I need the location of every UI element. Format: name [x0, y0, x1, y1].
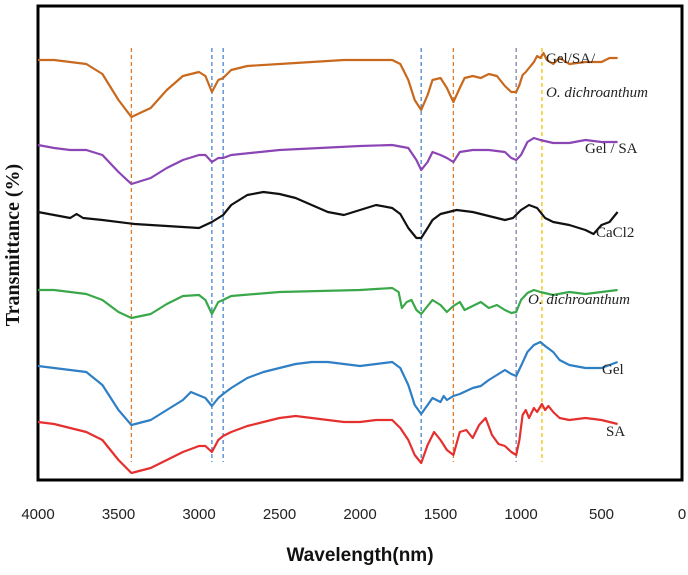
x-tick-label-1: 3500 [102, 506, 135, 523]
series-label-2-0: CaCl2 [596, 225, 634, 241]
x-tick-label-6: 1000 [504, 506, 537, 523]
series-label-0-0: Gel/SA/ [546, 51, 596, 67]
series-labels: Gel/SA/O. dichroanthum Gel / SA CaCl2 O. di… [528, 51, 648, 440]
series-label-5-0: SA [606, 424, 625, 440]
x-tick-labels: 4000 3500 3000 2500 2000 1500 1000 500 0 [21, 506, 686, 523]
series-label-0-1: O. dichroanthum [546, 85, 648, 101]
series-line-5 [37, 402, 618, 475]
y-axis-title: Transmittance (%) [2, 164, 24, 326]
x-tick-label-7: 500 [589, 506, 614, 523]
series-line-1 [37, 136, 618, 186]
x-tick-label-4: 2000 [343, 506, 376, 523]
x-tick-label-2: 3000 [182, 506, 215, 523]
x-tick-label-5: 1500 [424, 506, 457, 523]
series-lines [37, 51, 619, 475]
series-label-1-0: Gel / SA [585, 141, 638, 157]
series-line-2 [37, 190, 619, 240]
series-line-3 [38, 286, 618, 320]
series-label-4-0: Gel [602, 362, 624, 378]
x-tick-label-0: 4000 [21, 506, 54, 523]
x-axis-title: Wavelength(nm) [286, 545, 433, 566]
x-tick-label-3: 2500 [263, 506, 296, 523]
series-label-3-0: O. dichroanthum [528, 292, 630, 308]
plot-frame [36, 4, 684, 482]
x-tick-label-8: 0 [678, 506, 686, 523]
series-line-4 [37, 340, 618, 427]
series-line-0 [38, 51, 618, 119]
